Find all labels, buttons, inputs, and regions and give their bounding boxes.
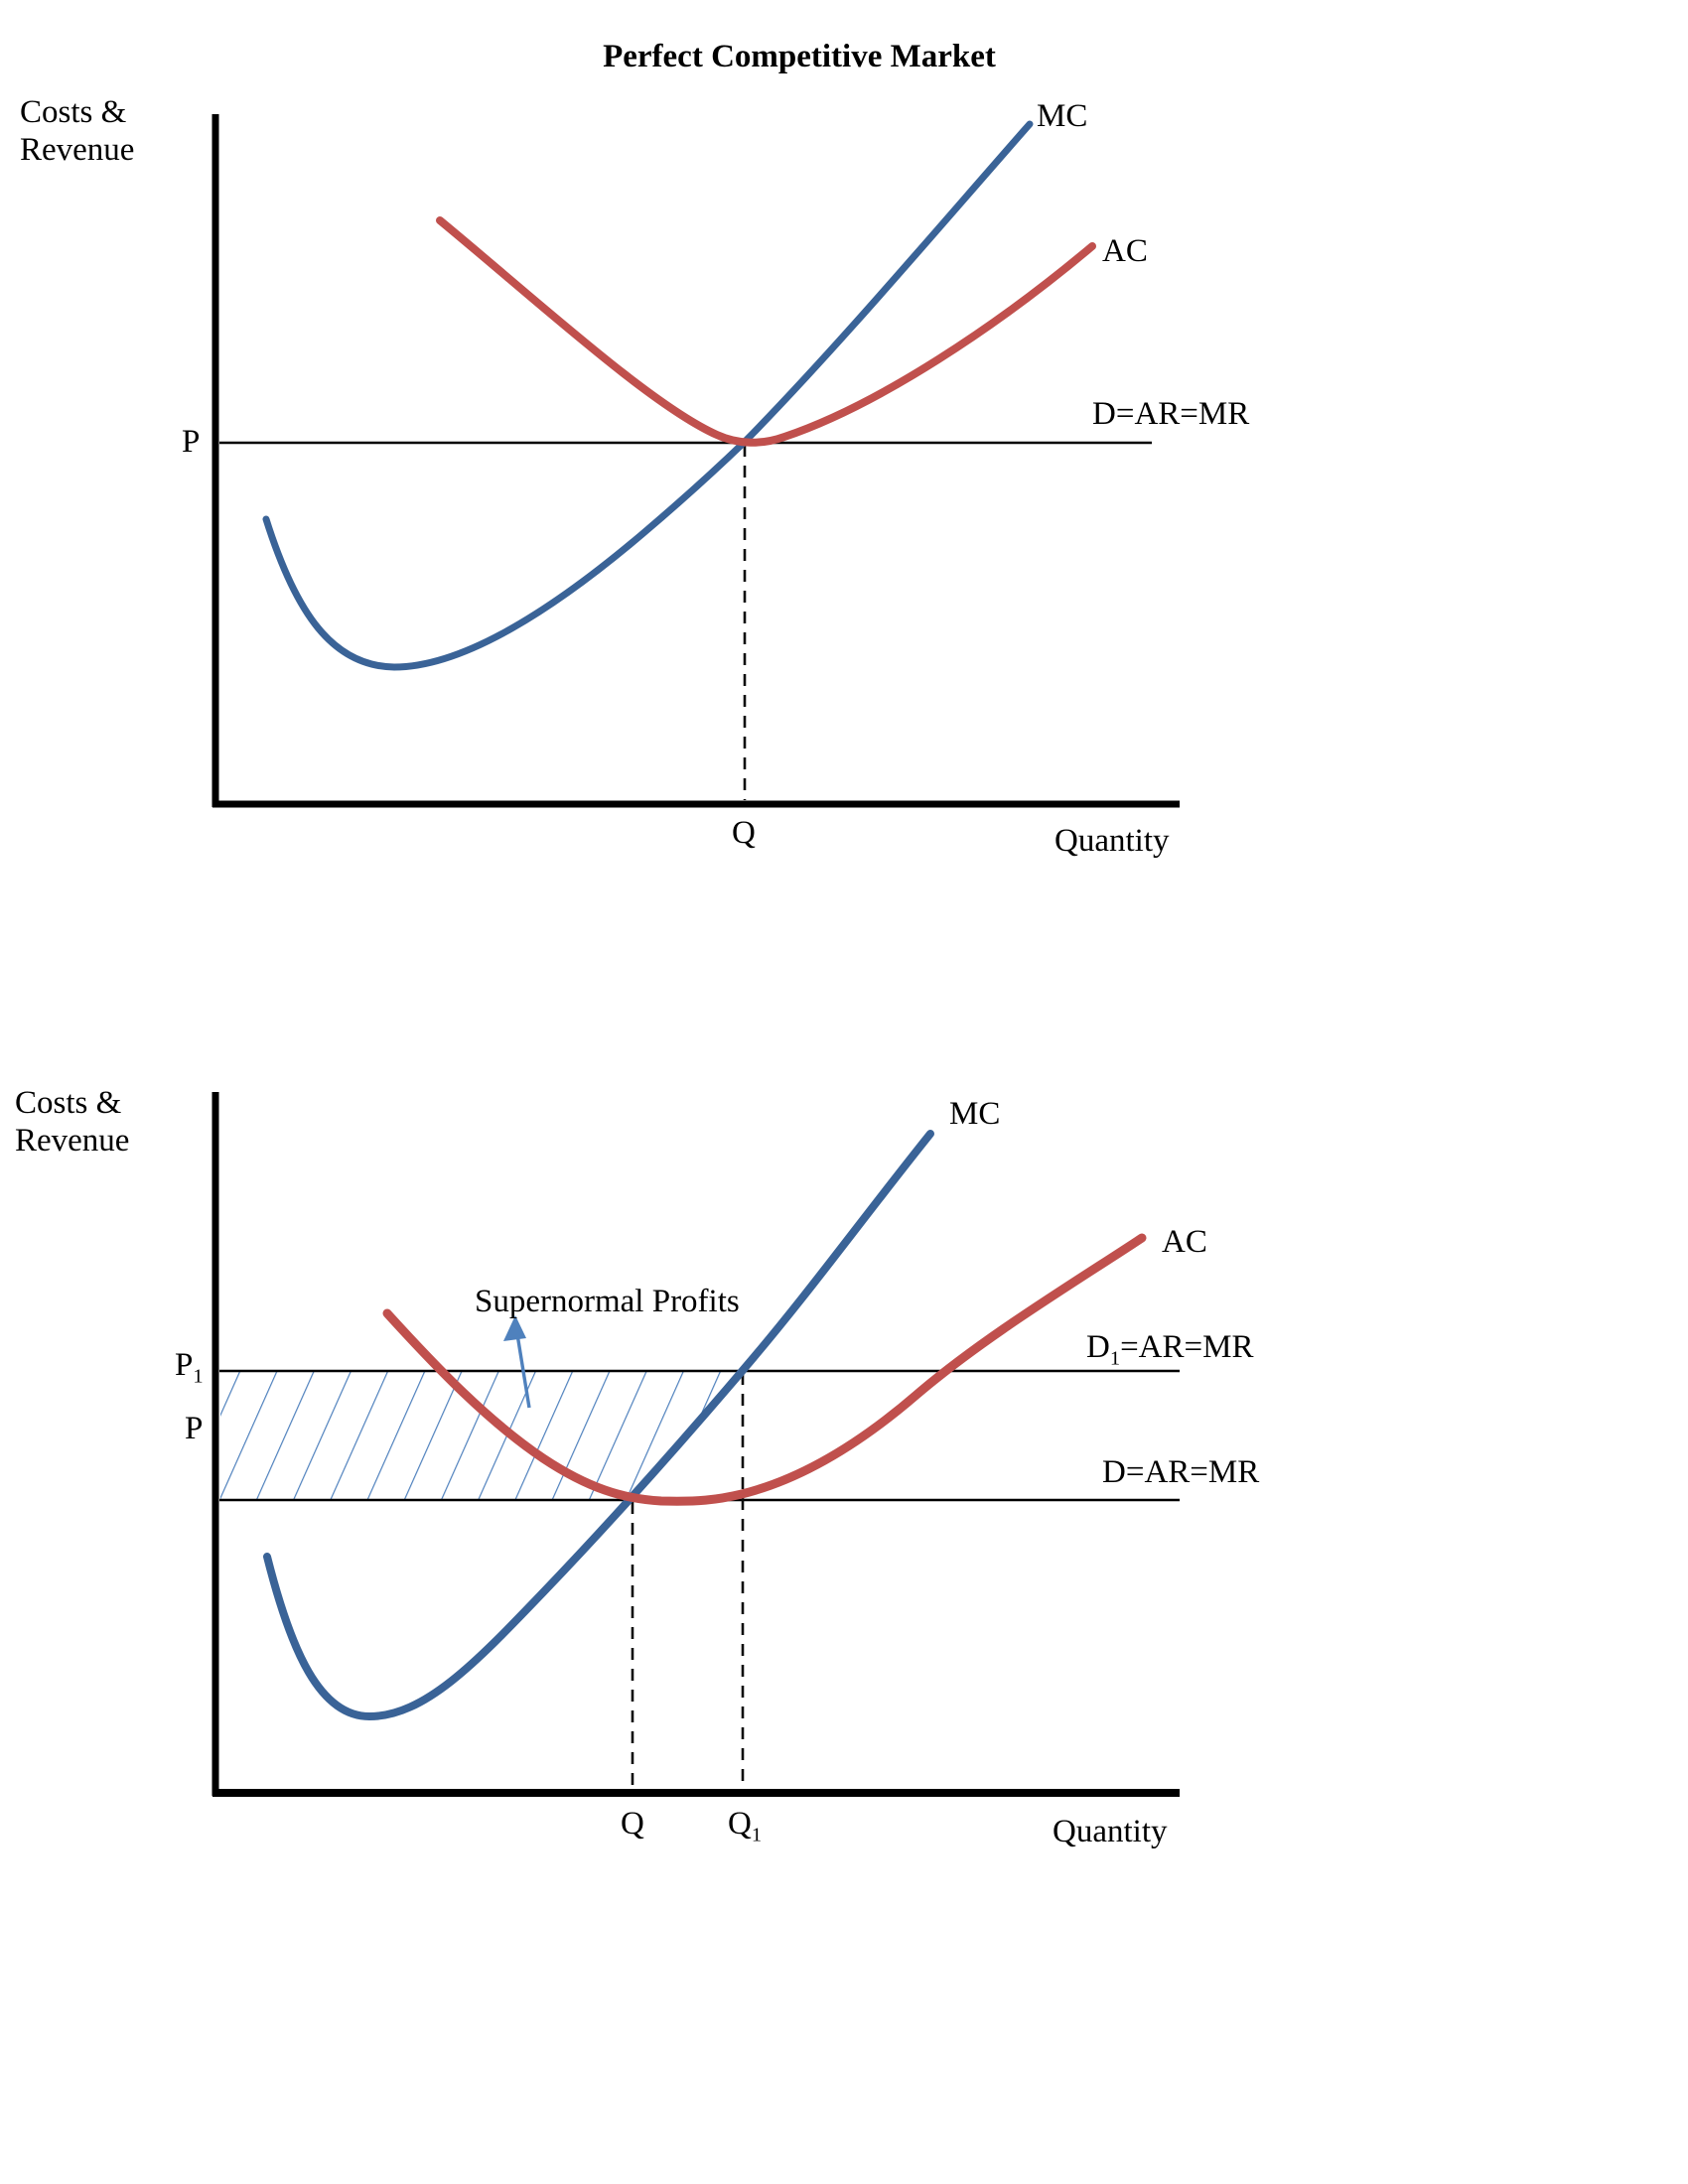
chart2-q1-sub: 1 <box>751 1824 763 1846</box>
chart1-title: Perfect Competitive Market <box>603 39 996 74</box>
chart2-y-axis-label-line2: Revenue <box>15 1123 130 1159</box>
chart2-y-axis-label-line1: Costs & <box>15 1085 122 1121</box>
chart2-p1-label: P1 <box>175 1346 204 1387</box>
chart1-y-axis-label-line2: Revenue <box>20 132 135 168</box>
chart2-q1-label: Q1 <box>728 1805 763 1846</box>
chart2-p1-sub: 1 <box>193 1365 204 1388</box>
chart1-q-label: Q <box>732 815 756 851</box>
chart2-demand1-label: D1=AR=MR <box>1086 1328 1254 1369</box>
chart2-demand1-sub: 1 <box>1109 1347 1121 1370</box>
chart1-mc-curve <box>262 120 1034 671</box>
chart1-y-axis-label-line1: Costs & <box>20 94 127 130</box>
chart2-x-axis-label: Quantity <box>1053 1814 1168 1849</box>
chart2-demand-label: D=AR=MR <box>1102 1454 1260 1490</box>
chart1-ac-label: AC <box>1102 233 1148 269</box>
chart1-demand-label: D=AR=MR <box>1092 396 1250 432</box>
chart2-q1-base: Q <box>728 1806 752 1842</box>
chart2-ac-curve <box>382 1233 1147 1506</box>
chart2-y-axis-label: Costs & Revenue <box>15 1084 129 1160</box>
supernormal-arrow-shaft <box>515 1333 531 1409</box>
chart1-graphics <box>211 114 1180 808</box>
chart2-mc-curve <box>263 1130 934 1721</box>
chart1-mc-label: MC <box>1037 98 1088 134</box>
chart1-price-label: P <box>182 424 201 460</box>
chart2-supernormal-label: Supernormal Profits <box>475 1284 740 1319</box>
chart2-price-label: P <box>185 1411 204 1446</box>
chart2-supernormal-profit-hatch <box>220 1372 741 1499</box>
chart1-y-axis-label: Costs & Revenue <box>20 93 134 169</box>
supernormal-arrow-head-icon <box>503 1315 526 1341</box>
chart2-graphics <box>211 1092 1180 1797</box>
chart2-q-label: Q <box>621 1806 644 1842</box>
chart1-ac-curve <box>436 216 1096 447</box>
chart2-demand1-base: D <box>1086 1329 1110 1365</box>
chart2-ac-label: AC <box>1162 1224 1207 1260</box>
chart1-x-axis-label: Quantity <box>1055 823 1170 859</box>
chart2-p1-base: P <box>175 1347 194 1383</box>
chart2-mc-label: MC <box>949 1096 1001 1132</box>
chart2-demand1-rest: =AR=MR <box>1120 1329 1254 1365</box>
